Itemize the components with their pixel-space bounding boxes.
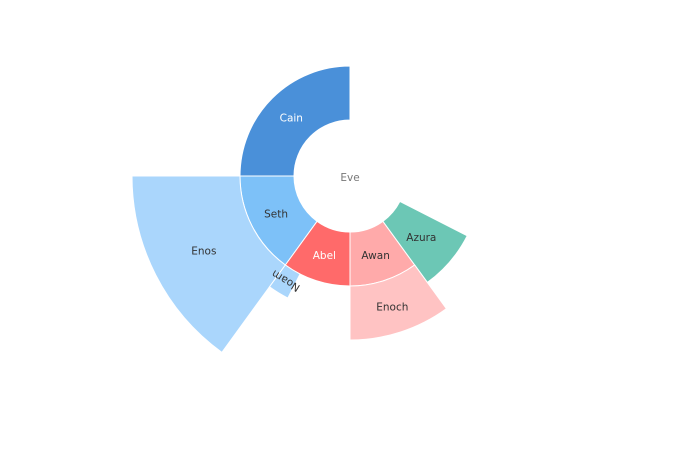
root-label-eve: Eve [340,172,359,184]
segment-noam[interactable] [268,264,301,299]
segment-label-azura: Azura [406,232,436,244]
segments-layer [131,65,468,354]
segment-label-abel: Abel [313,250,336,262]
segment-enoch[interactable] [349,264,448,341]
segment-label-seth: Seth [264,209,288,221]
segment-label-enos: Enos [191,245,216,257]
segment-enos[interactable] [131,175,287,354]
segment-label-awan: Awan [361,250,389,262]
segment-label-cain: Cain [280,112,303,124]
segment-label-enoch: Enoch [376,301,408,313]
segment-cain[interactable] [239,65,351,177]
segment-azura[interactable] [382,200,468,284]
